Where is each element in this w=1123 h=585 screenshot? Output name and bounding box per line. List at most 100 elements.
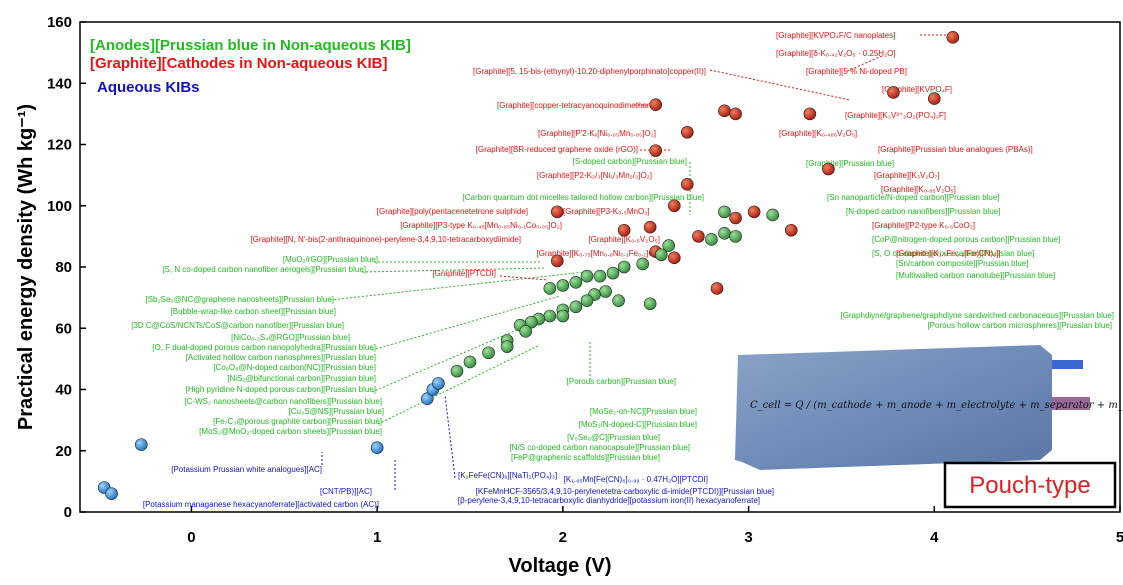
- prussian-blue-anode-point: [599, 285, 612, 298]
- graphite-cathode-point: [887, 86, 900, 99]
- graphite-cathode-point: [643, 220, 657, 234]
- pouch-type-badge: [943, 461, 1117, 509]
- legend-aqueous: Aqueous KIBs: [97, 79, 200, 96]
- prussian-blue-anode-point: [463, 355, 477, 369]
- graphite-cathode-point: [747, 205, 761, 219]
- aqueous-kib-point: [432, 377, 445, 390]
- aqueous-kib-point: [370, 441, 384, 454]
- point-annotation: [Graphite][5 % Ni-doped PB]: [806, 67, 907, 76]
- point-annotation: [S, N co-doped carbon nanofiber aerogels…: [162, 265, 366, 274]
- leader-line: [329, 271, 586, 301]
- point-annotation: [Cu₃S@NS][Prussian blue]: [289, 407, 384, 416]
- graphite-cathode-point: [729, 107, 742, 121]
- prussian-blue-anode-point: [729, 230, 742, 243]
- x-tick-label: 4: [930, 529, 939, 546]
- graphite-cathode-point: [927, 92, 941, 105]
- point-annotation: [Graphite][N, N'-bis(2-anthraquinone)-pe…: [250, 235, 521, 244]
- point-annotation: [High pyridine N-doped porous carbon][Pr…: [186, 385, 376, 394]
- point-annotation: [Graphite][K₀.₈₅V₂O₅]: [881, 185, 956, 194]
- graphite-cathode-point: [803, 107, 817, 121]
- y-tick-label: 40: [55, 382, 72, 399]
- point-annotation: [Graphite][BR-reduced graphene oxide (rG…: [476, 145, 638, 154]
- point-annotation: [Graphite][K₀.₅V₂O₅]: [588, 235, 660, 244]
- point-annotation: [O, F dual-doped porous carbon nanopolyh…: [152, 343, 376, 352]
- point-annotation: [Graphite][K₀.₇₅[Mn₀.₈Ni₀.₁Fe₀.₁]O₂]: [536, 249, 660, 258]
- x-tick-label: 0: [187, 529, 195, 546]
- prussian-blue-anode-point: [580, 294, 594, 307]
- point-annotation: [Potassium Prussian white analogues][AC]: [171, 465, 322, 474]
- y-tick-label: 100: [47, 198, 72, 215]
- point-annotation: [NiCo₀.₃S₄@RGO][Prussian blue]: [231, 333, 350, 342]
- graphite-cathode-point: [822, 162, 835, 176]
- x-tick-label: 1: [373, 529, 381, 546]
- point-annotation: [Co₉O₈@N-doped carbon(NC)][Prussian blue…: [213, 363, 376, 372]
- leader-line: [377, 344, 541, 425]
- prussian-blue-anode-point: [654, 248, 668, 262]
- point-labels: [Graphite][KVPO₄F/C nanoplates] [Graphite…: [131, 31, 1114, 509]
- point-annotation: [MoS₂/N-doped-C][Prussian blue]: [579, 420, 697, 429]
- prussian-blue-anode-point: [593, 269, 607, 283]
- prussian-blue-anode-point: [450, 364, 464, 378]
- pouch-tab-negative: [1050, 397, 1090, 410]
- point-annotation: [Graphite][KVPO₄F]: [882, 85, 952, 94]
- point-annotation: [Sn nanoparticle/N-doped carbon][Prussia…: [827, 193, 1000, 202]
- graphite-cathode-point: [729, 211, 742, 225]
- prussian-blue-anode-point: [636, 257, 650, 271]
- prussian-blue-anode-point: [606, 266, 620, 280]
- graphite-cathode-point: [617, 223, 631, 237]
- point-annotation: [MoO₂/rGO][Prussian blue]: [283, 255, 378, 264]
- prussian-blue-anode-point: [482, 346, 495, 360]
- point-annotation: [Graphite][K₁.₇Fe₀.₉[Fe(CN)₆]]: [896, 249, 1001, 258]
- y-tick-label: 120: [47, 137, 72, 154]
- graphite-cathode-point: [718, 104, 731, 118]
- point-annotation: [Graphite][5, 15-bis-(ethynyl)-10,20-dip…: [473, 67, 706, 76]
- point-annotation: [3D C@CoS/NCNTs/CoS@carbon nanofiber][Pr…: [131, 321, 344, 330]
- leader-line: [371, 295, 561, 351]
- point-annotation: [KFeMnHCF-3565/3,4,9,10-perylenetetra-ca…: [476, 487, 774, 496]
- point-annotation: [NiS₂@bifunctional carbon][Prussian blue…: [227, 374, 376, 383]
- point-annotation: [Graphite][P2-type K₀.₆CoO₂]: [872, 221, 975, 230]
- prussian-blue-anode-point: [612, 294, 625, 307]
- point-annotation: [MoS₂@MoO₂-doped carbon sheets][Prussian…: [199, 427, 382, 436]
- graphite-cathode-point: [710, 282, 724, 295]
- point-annotation: [Graphite][P'2-Kₓ[Ni₀.₀₅Mn₀.₉₅]O₂]: [538, 129, 656, 138]
- leader-line: [844, 55, 883, 73]
- point-annotation: [N/S co-doped carbon nanocapsule][Prussi…: [509, 443, 690, 452]
- point-annotation: [CNT/PB)][AC]: [320, 487, 372, 496]
- y-tick-label: 20: [55, 443, 72, 460]
- leader-line: [371, 319, 541, 393]
- leader-line: [444, 394, 456, 479]
- graphite-cathode-point: [680, 125, 694, 139]
- prussian-blue-anode-point: [543, 282, 557, 295]
- prussian-blue-anode-point: [556, 279, 570, 292]
- point-annotation: [V₅Se₈@C][Prussian blue]: [567, 433, 660, 442]
- y-tick-label: 0: [64, 504, 72, 521]
- point-annotation: [Graphite][P3-K₀.₅MnO₂]: [563, 207, 650, 216]
- point-annotation: [Graphite][P3-type K₀.₄₅[Mn₀.₈₅Ni₀.₁Co₀.…: [400, 221, 562, 230]
- point-annotation: [Graphite][K₀.₄₈₆V₂O₅]: [779, 129, 857, 138]
- point-annotation: [Potassium managanese hexacyanoferrate][…: [143, 500, 379, 509]
- aqueous-kib-point: [420, 392, 434, 405]
- point-annotation: [Sn/carbon composite][Prussian blue]: [896, 259, 1029, 268]
- point-annotation: [Bubble-wrap-like carbon sheet][Prussian…: [171, 307, 336, 316]
- aqueous-kib-point: [105, 487, 118, 500]
- prussian-blue-anode-point: [718, 205, 731, 219]
- prussian-blue-anode-point: [500, 340, 514, 353]
- graphite-cathode-point: [784, 223, 798, 237]
- point-annotation: [CoP@nitrogen-doped porous carbon][Pruss…: [872, 235, 1060, 244]
- y-tick-label: 80: [55, 259, 72, 276]
- graphite-cathode-point: [680, 178, 694, 191]
- point-annotation: [Porous carbon][Prussian blue]: [567, 377, 676, 386]
- data-points: [97, 31, 960, 500]
- x-axis-title: Voltage (V): [509, 555, 612, 577]
- pouch-cell-body: [735, 345, 1052, 470]
- point-annotation: [Graphite][P2-K₂/₃[Ni₁/₃Mn₂/₃]O₂]: [537, 171, 652, 180]
- point-annotation: [C-WS₂ nanosheets@carbon nanofibers][Pru…: [184, 397, 382, 406]
- graphite-cathode-point: [649, 144, 663, 157]
- pouch-type-label: Pouch-type: [969, 472, 1090, 499]
- point-annotation: [Graphite][poly(pentacenetetrone sulphid…: [377, 207, 528, 216]
- pouch-tab-positive: [1048, 360, 1083, 369]
- point-annotation: [Sb₂Se₃@NC@graphene nanosheets][Prussian…: [146, 295, 335, 304]
- prussian-blue-anode-point: [519, 325, 533, 338]
- prussian-blue-anode-point: [580, 269, 594, 283]
